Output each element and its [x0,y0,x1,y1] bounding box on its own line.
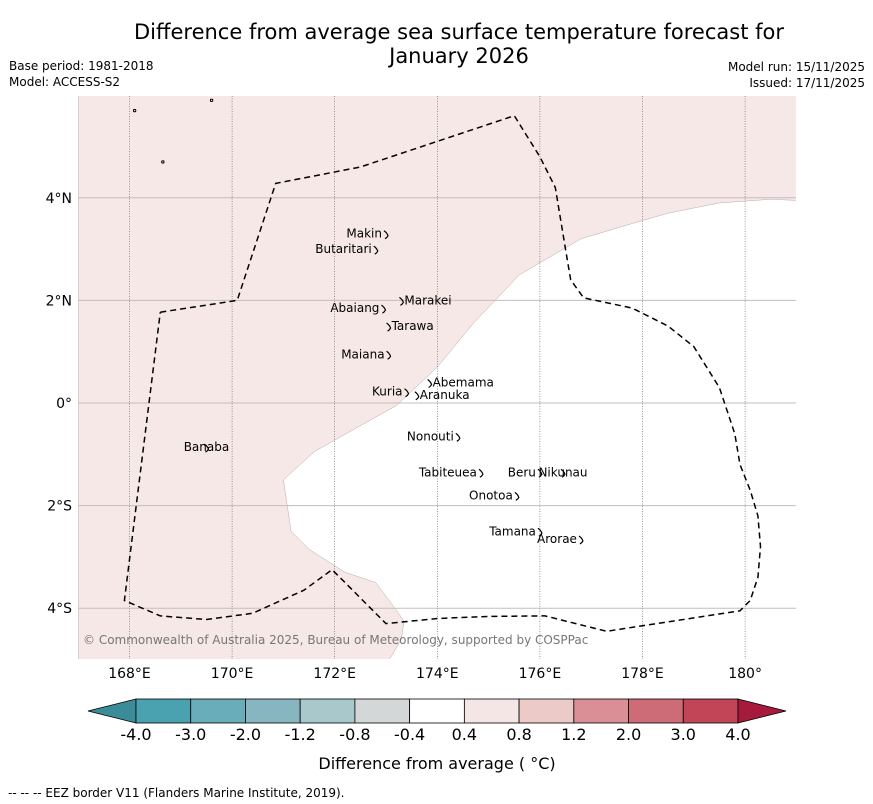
gridlines [78,96,796,659]
colorbar: -4.0 -3.0 -2.0 -1.2 -0.8 -0.4 0.4 0.8 1.2 2.0 3.0 4… [87,698,787,744]
copyright-text: © Commonwealth of Australia 2025, Bureau… [83,633,588,647]
lon-tick-label: 180° [728,666,762,682]
colorbar-segment [299,698,356,724]
islet-shape [132,108,137,113]
axis-tick-labels: 168°E 170°E 172°E 174°E 176°E 178°E 180° 4°N 2°N… [46,191,762,682]
island-shape [386,350,392,360]
island-label-tabiteuea: Tabiteuea [418,465,477,479]
island-label-nikunau: Nikunau [538,465,587,479]
island-shape [386,322,392,332]
islet-shape [161,160,165,164]
island-shape [478,468,484,478]
lon-tick-label: 168°E [108,666,151,682]
lat-tick-label: 2°S [47,499,72,515]
lon-tick-label: 176°E [519,666,562,682]
lat-tick-label: 4°S [47,601,72,617]
colorbar-segment [463,698,520,724]
lon-tick-label: 174°E [416,666,459,682]
chart-title: Difference from average sea surface temp… [0,20,873,68]
colorbar-low-extension [87,698,137,724]
island-label-kuria: Kuria [372,385,403,399]
colorbar-segment [409,698,465,724]
colorbar-segment [135,698,192,724]
island-shape [414,391,420,401]
island-shape [537,468,543,478]
island-shape [399,296,405,306]
colorbar-tick-label: -4.0 [120,725,151,744]
base-period-text: Base period: 1981-2018 [9,59,154,73]
island-label-nonouti: Nonouti [407,429,454,443]
model-text: Model: ACCESS-S2 [9,75,121,89]
island-label-onotoa: Onotoa [469,488,513,502]
islet-shape [209,98,214,103]
lon-tick-label: 178°E [621,666,664,682]
issued-text: Issued: 17/11/2025 [749,76,865,90]
island-label-marakei: Marakei [404,293,451,307]
island-shape [427,378,433,389]
colorbar-segment [245,698,301,724]
island-label-tarawa: Tarawa [391,319,434,333]
eez-border-line [123,114,762,633]
colorbar-tick-label: 4.0 [725,725,750,744]
lon-tick-label: 172°E [313,666,356,682]
island-label-banaba: Banaba [184,440,230,454]
model-run-text: Model run: 15/11/2025 [727,60,865,74]
island-shape [455,432,461,442]
meta-left: Base period: 1981-2018 Model: ACCESS-S2 [9,58,154,90]
island-label-maiana: Maiana [341,347,384,361]
island-shape [578,535,584,545]
chart-title-line2: January 2026 [389,44,529,68]
lon-tick-label: 170°E [211,666,254,682]
colorbar-label: Difference from average ( °C) [318,754,555,773]
meta-right: Model run: 15/11/2025 Issued: 17/11/2025 [728,59,865,91]
colorbar-segment [628,698,684,724]
island-shape [404,388,410,398]
colorbar-tick-label: -1.2 [285,725,316,744]
island-label-abaiang: Abaiang [330,301,379,315]
colorbar-tick-label: -3.0 [175,725,206,744]
colorbar-tick-label: 1.2 [561,725,586,744]
island-label-abemama: Abemama [433,375,494,389]
chart-title-line1: Difference from average sea surface temp… [134,20,784,44]
colorbar-tick-label: -2.0 [230,725,261,744]
island-label-butaritari: Butaritari [315,242,372,256]
lat-tick-label: 2°N [46,293,72,309]
colorbar-segment [354,698,411,724]
island-label-beru: Beru [508,465,536,479]
lat-tick-label: 0° [56,396,72,412]
island-shape [514,491,520,501]
colorbar-segment [682,698,739,724]
colorbar-tick-label: 0.8 [506,725,531,744]
island-label-arorae: Arorae [537,532,577,546]
colorbar-tick-label: -0.4 [394,725,425,744]
island-label-makin: Makin [346,227,382,241]
lat-tick-label: 4°N [46,191,72,207]
colorbar-segment [573,698,629,724]
island-shape [560,468,566,478]
island-label-aranuka: Aranuka [420,388,470,402]
colorbar-tick-label: -0.8 [339,725,370,744]
island-label-tamana: Tamana [488,524,536,538]
island-shape [204,443,210,453]
island-shape [381,304,387,314]
colorbar-tick-label: 3.0 [671,725,696,744]
colorbar-segment [518,698,575,724]
colorbar-tick-label: 2.0 [616,725,641,744]
colorbar-tick-label: 0.4 [452,725,477,744]
island-shape [383,230,389,240]
island-shape [537,527,543,537]
eez-legend-text: -- -- -- EEZ border V11 (Flanders Marine… [8,786,345,800]
island-shape [373,245,379,255]
colorbar-segment [190,698,246,724]
colorbar-high-extension [737,698,787,724]
